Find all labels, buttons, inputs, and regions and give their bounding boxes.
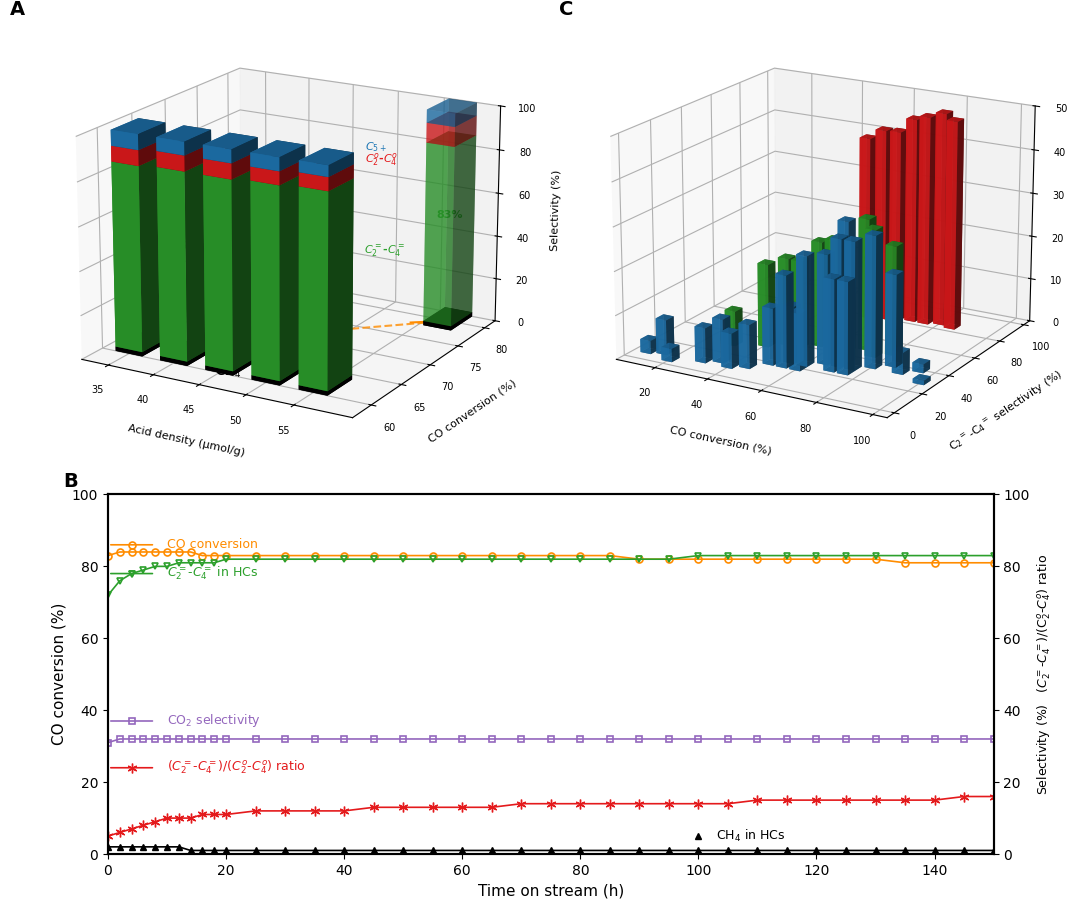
Text: CO$_2$ selectivity: CO$_2$ selectivity [167, 713, 261, 729]
Text: CH$_4$ in HCs: CH$_4$ in HCs [716, 828, 785, 844]
X-axis label: Acid density (μmol/g): Acid density (μmol/g) [126, 423, 245, 458]
Text: B: B [64, 472, 79, 491]
Y-axis label: CO conversion (%): CO conversion (%) [427, 378, 517, 445]
X-axis label: CO conversion (%): CO conversion (%) [669, 425, 772, 457]
Text: C: C [558, 0, 573, 19]
Text: $C_2^{=}$-$C_4^{=}$ in HCs: $C_2^{=}$-$C_4^{=}$ in HCs [167, 565, 258, 583]
X-axis label: Time on stream (h): Time on stream (h) [477, 884, 624, 898]
Text: A: A [10, 0, 25, 19]
Text: $(C_2^{=}$-$C_4^{=})/(C_2^o$-$C_4^o)$ ratio: $(C_2^{=}$-$C_4^{=})/(C_2^o$-$C_4^o)$ ra… [167, 759, 306, 777]
Y-axis label: CO conversion (%): CO conversion (%) [52, 603, 66, 745]
Text: CO conversion: CO conversion [167, 539, 258, 551]
Y-axis label: C$_2$$^=$-C$_4$$^=$ selectivity (%): C$_2$$^=$-C$_4$$^=$ selectivity (%) [947, 368, 1066, 455]
Y-axis label: Selectivity (%)   $(C_2^{=}$-$C_4^{=})$/$($C$_2^o$-$C_4^o)$ ratio: Selectivity (%) $(C_2^{=}$-$C_4^{=})$/$(… [1036, 554, 1053, 795]
